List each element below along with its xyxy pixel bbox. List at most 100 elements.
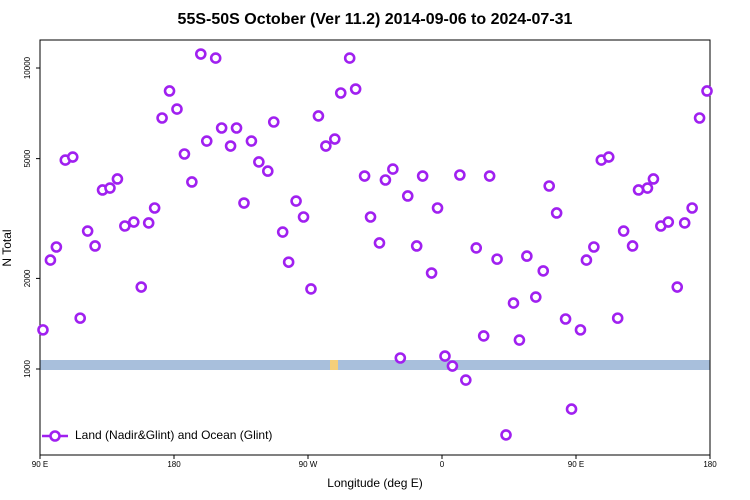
data-point <box>641 182 654 194</box>
data-point <box>580 254 593 266</box>
data-point <box>74 312 86 324</box>
data-point <box>111 173 124 185</box>
x-tick-label: 0 <box>440 460 445 469</box>
data-point <box>611 312 624 324</box>
data-point <box>454 169 466 181</box>
data-point <box>261 165 274 177</box>
data-point <box>401 190 414 202</box>
data-point <box>431 202 444 214</box>
data-point <box>358 170 371 182</box>
legend-label: Land (Nadir&Glint) and Ocean (Glint) <box>75 428 272 442</box>
data-point <box>662 216 675 228</box>
data-point <box>521 250 533 262</box>
data-point <box>387 163 399 175</box>
data-point <box>135 281 148 293</box>
y-tick-label: 5000 <box>23 149 32 167</box>
data-point <box>290 195 302 207</box>
data-point <box>373 237 386 249</box>
data-point <box>470 242 483 254</box>
data-point <box>37 324 49 336</box>
data-point <box>89 240 101 252</box>
data-point <box>224 140 237 152</box>
y-axis-label: N Total <box>0 229 14 266</box>
data-point <box>425 267 438 279</box>
map-band <box>40 360 710 370</box>
data-point <box>647 173 660 185</box>
plot-frame <box>39 39 711 456</box>
data-point <box>178 148 191 160</box>
data-point <box>529 291 542 303</box>
data-point <box>617 225 630 237</box>
data-point <box>379 174 392 186</box>
y-tick-label: 1000 <box>23 360 32 378</box>
data-point <box>320 140 332 152</box>
x-tick-label: 180 <box>167 460 181 469</box>
data-point <box>195 48 207 60</box>
data-point <box>602 151 615 163</box>
data-point <box>507 297 520 309</box>
data-point <box>491 253 503 265</box>
data-point <box>439 350 451 362</box>
data-point <box>394 352 407 364</box>
data-point <box>104 182 116 194</box>
data-point <box>513 334 526 346</box>
data-point <box>81 225 94 237</box>
data-point <box>142 217 155 229</box>
data-point <box>44 254 57 266</box>
data-point <box>460 374 472 386</box>
x-tick-label: 90 W <box>299 460 318 469</box>
data-point <box>282 256 295 268</box>
data-point <box>305 283 317 295</box>
data-point <box>312 110 325 122</box>
data-point <box>186 176 198 188</box>
data-point <box>550 207 563 219</box>
data-point <box>626 240 639 252</box>
data-point <box>559 313 572 325</box>
data-point <box>410 240 423 252</box>
data-point <box>119 220 131 232</box>
data-point <box>156 112 168 124</box>
x-axis-label: Longitude (deg E) <box>327 476 422 490</box>
data-point <box>671 281 684 293</box>
data-point <box>477 330 490 342</box>
data-point <box>678 217 691 229</box>
x-tick-label: 90 E <box>568 460 584 469</box>
data-point <box>66 151 79 163</box>
data-point <box>588 241 600 253</box>
data-point <box>328 133 341 145</box>
data-point <box>128 216 140 228</box>
x-tick-label: 90 E <box>32 460 48 469</box>
y-tick-label: 10000 <box>23 56 32 79</box>
data-point <box>565 403 578 415</box>
data-point <box>50 241 63 253</box>
chart-title: 55S-50S October (Ver 11.2) 2014-09-06 to… <box>178 11 573 28</box>
data-point <box>701 85 713 97</box>
data-point <box>500 429 512 441</box>
data-point <box>364 211 377 223</box>
data-point <box>686 202 698 214</box>
data-point <box>163 85 176 97</box>
data-point <box>171 103 183 115</box>
data-point <box>253 156 265 168</box>
data-point <box>245 135 258 147</box>
data-point <box>230 122 243 134</box>
data-point <box>334 87 347 99</box>
y-tick-label: 2000 <box>23 269 32 287</box>
data-point <box>297 211 310 223</box>
data-point <box>200 135 213 147</box>
data-point <box>693 112 706 124</box>
data-point <box>574 324 587 336</box>
data-point <box>267 116 280 128</box>
data-point <box>148 202 161 214</box>
data-point <box>349 83 362 95</box>
data-point <box>446 360 459 372</box>
data-point <box>209 52 222 64</box>
data-point <box>416 170 429 182</box>
data-point <box>483 170 496 182</box>
land-patch <box>330 360 338 370</box>
legend-marker <box>49 430 61 442</box>
data-point <box>632 184 645 196</box>
data-point <box>215 122 228 134</box>
